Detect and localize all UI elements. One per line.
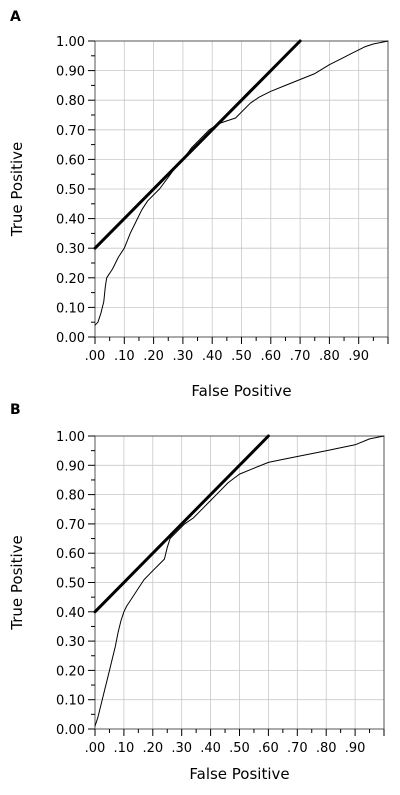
y-tick-label: 0.20 bbox=[56, 664, 85, 679]
y-tick-label: 0.90 bbox=[56, 65, 85, 80]
y-tick-label: 0.50 bbox=[56, 577, 85, 592]
y-tick-label: 0.60 bbox=[56, 547, 85, 562]
y-tick-label: 0.60 bbox=[56, 153, 85, 168]
y-tick-label: 0.10 bbox=[56, 694, 85, 709]
y-axis-title: True Positive bbox=[8, 535, 26, 630]
y-tick-label: 0.50 bbox=[56, 183, 85, 198]
x-tick-label: .30 bbox=[171, 741, 192, 756]
y-tick-label: 0.40 bbox=[56, 606, 85, 621]
x-tick-label: .10 bbox=[114, 349, 135, 364]
y-tick-label: 0.20 bbox=[56, 272, 85, 287]
roc-curve bbox=[94, 40, 389, 326]
reference-line bbox=[93, 434, 270, 614]
y-tick-label: 1.00 bbox=[56, 35, 85, 50]
x-axis-title: False Positive bbox=[191, 382, 291, 400]
y-tick-label: 1.00 bbox=[56, 430, 85, 445]
y-tick-label: 0.80 bbox=[56, 489, 85, 504]
x-tick-label: .70 bbox=[287, 741, 308, 756]
x-tick-label: .50 bbox=[231, 349, 252, 364]
x-tick-label: .40 bbox=[200, 741, 221, 756]
x-tick-label: .50 bbox=[229, 741, 250, 756]
roc-curve bbox=[94, 435, 385, 727]
x-tick-label: .90 bbox=[348, 349, 369, 364]
y-axis-title: True Positive bbox=[8, 142, 26, 237]
x-tick-label: .20 bbox=[142, 741, 163, 756]
x-tick-label: .70 bbox=[290, 349, 311, 364]
y-tick-label: 0.70 bbox=[56, 518, 85, 533]
y-tick-label: 0.70 bbox=[56, 124, 85, 139]
panel-label: B bbox=[10, 402, 21, 418]
y-tick-label: 0.00 bbox=[56, 723, 85, 738]
panel-a: A 0.00 0.10 0.20 0.30 0.40 0.50 0.60 0.70 0.80 0.9… bbox=[8, 9, 389, 400]
x-tick-label: .10 bbox=[114, 741, 135, 756]
x-tick-label: .90 bbox=[345, 741, 366, 756]
x-tick-label: .80 bbox=[319, 349, 340, 364]
y-tick-label: 0.10 bbox=[56, 301, 85, 316]
x-tick-label: .60 bbox=[260, 349, 281, 364]
y-tick-label: 0.90 bbox=[56, 459, 85, 474]
panel-label: A bbox=[10, 9, 21, 25]
y-tick-label: 0.00 bbox=[56, 331, 85, 346]
x-tick-label: .00 bbox=[85, 349, 106, 364]
y-tick-label: 0.80 bbox=[56, 94, 85, 109]
reference-line bbox=[93, 39, 302, 250]
y-tick-label: 0.30 bbox=[56, 242, 85, 257]
x-tick-label: .40 bbox=[202, 349, 223, 364]
x-tick-label: .30 bbox=[173, 349, 194, 364]
y-tick-label: 0.40 bbox=[56, 213, 85, 228]
x-tick-label: .00 bbox=[85, 741, 106, 756]
panel-b: B 0.00 0.10 0.20 0.30 0.40 0.50 0.60 0.70 0.80 0.9… bbox=[8, 402, 385, 783]
x-tick-label: .60 bbox=[258, 741, 279, 756]
x-tick-label: .20 bbox=[143, 349, 164, 364]
x-tick-label: .80 bbox=[316, 741, 337, 756]
x-axis-title: False Positive bbox=[189, 765, 289, 783]
y-tick-label: 0.30 bbox=[56, 635, 85, 650]
